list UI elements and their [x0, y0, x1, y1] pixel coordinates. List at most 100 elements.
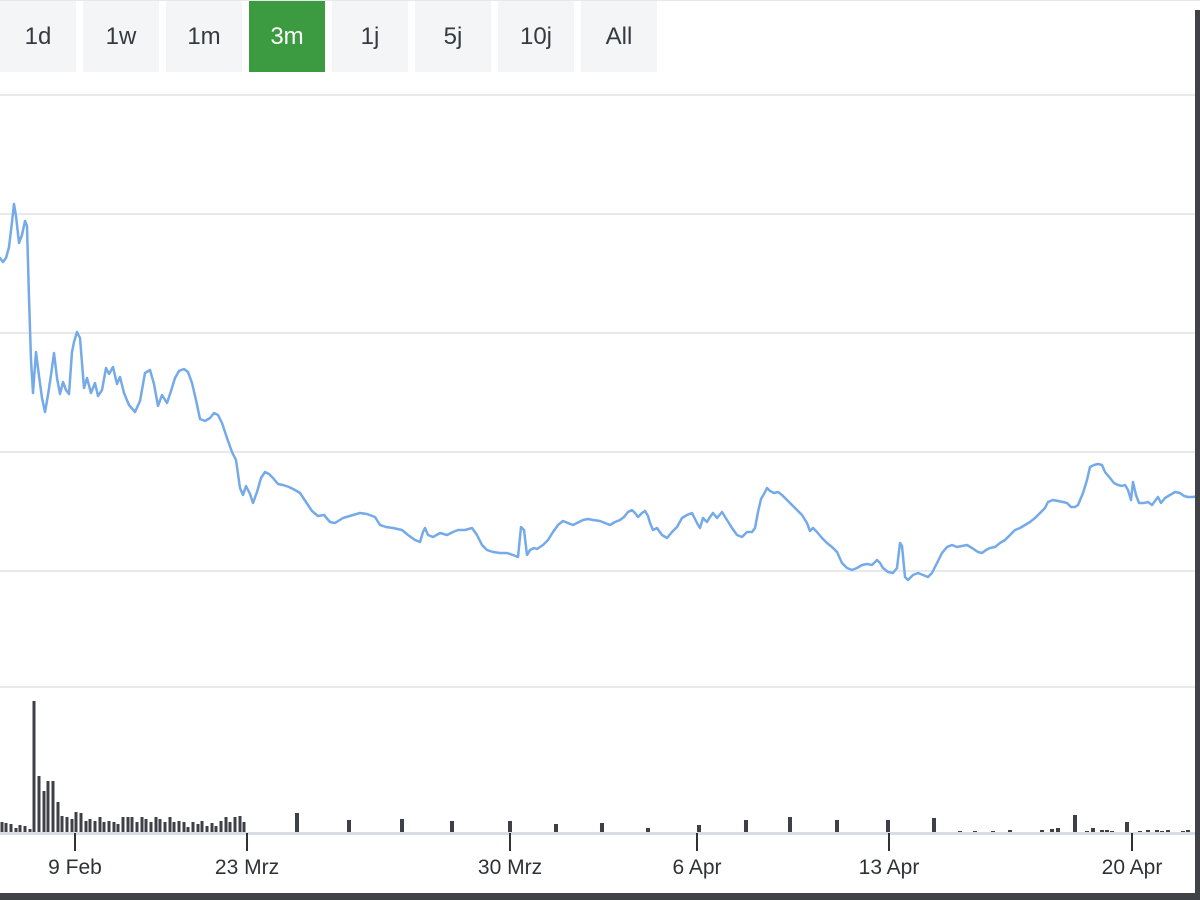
- volume-bar: [28, 829, 32, 833]
- volume-bar: [1008, 830, 1012, 833]
- x-axis-label: 20 Apr: [1102, 856, 1163, 879]
- volume-bar: [450, 821, 454, 833]
- range-button-3m[interactable]: 3m: [249, 1, 325, 72]
- volume-bar: [744, 820, 748, 833]
- volume-bar: [172, 822, 176, 833]
- volume-bar: [98, 817, 102, 833]
- volume-bar: [219, 821, 223, 833]
- volume-bar: [224, 817, 228, 833]
- volume-bar: [158, 819, 162, 833]
- volume-bar: [79, 813, 83, 833]
- volume-bar: [196, 824, 200, 833]
- volume-bar: [154, 817, 158, 833]
- x-axis-label: 6 Apr: [672, 856, 721, 879]
- volume-bar: [177, 821, 181, 833]
- volume-bar: [93, 821, 97, 833]
- volume-bar: [214, 826, 218, 833]
- volume-bar: [42, 791, 46, 833]
- volume-bar: [4, 823, 8, 833]
- volume-bar: [18, 825, 22, 833]
- volume-bar: [74, 812, 78, 833]
- volume-bar: [37, 776, 41, 833]
- top-hairline: [0, 0, 1200, 1]
- x-axis-tick: [1131, 833, 1133, 851]
- volume-bar: [186, 827, 190, 833]
- volume-bar: [1125, 822, 1129, 833]
- x-axis-tick: [888, 833, 890, 851]
- volume-bar: [140, 817, 144, 833]
- volume-bar: [646, 828, 650, 833]
- volume-bar: [205, 826, 209, 833]
- volume-bar: [1166, 830, 1170, 833]
- volume-bar: [210, 823, 214, 833]
- volume-bar: [182, 822, 186, 833]
- volume-bar: [295, 813, 299, 833]
- range-button-1w[interactable]: 1w: [83, 1, 159, 72]
- volume-bar: [65, 817, 69, 833]
- volume-bar: [112, 822, 116, 833]
- range-button-10j[interactable]: 10j: [498, 1, 574, 72]
- volume-bar: [163, 822, 167, 833]
- x-axis-label: 30 Mrz: [478, 856, 542, 879]
- volume-bar: [554, 824, 558, 833]
- range-button-5j[interactable]: 5j: [415, 1, 491, 72]
- volume-bar: [1056, 828, 1060, 833]
- x-axis-tick: [696, 833, 698, 851]
- volume-bar: [121, 817, 125, 833]
- volume-bar: [835, 820, 839, 833]
- volume-bar: [88, 819, 92, 833]
- x-axis-tick: [246, 833, 248, 851]
- volume-bar: [1050, 829, 1054, 833]
- volume-bar: [130, 817, 134, 833]
- volume-bar: [1155, 830, 1159, 833]
- range-button-All[interactable]: All: [581, 1, 657, 72]
- volume-bar: [116, 824, 120, 833]
- range-button-1d[interactable]: 1d: [0, 1, 76, 72]
- volume-bar: [70, 819, 74, 833]
- volume-bar: [168, 817, 172, 833]
- x-axis-label: 9 Feb: [48, 856, 102, 879]
- volume-bar: [200, 821, 204, 833]
- price-line: [0, 202, 1200, 582]
- volume-bar: [1073, 815, 1077, 833]
- volume-bar: [932, 818, 936, 833]
- volume-bar: [32, 701, 36, 833]
- x-axis-label: 13 Apr: [859, 856, 920, 879]
- volume-bar: [1186, 830, 1190, 833]
- volume-bar: [600, 823, 604, 833]
- volume-bar: [347, 820, 351, 833]
- x-axis-tick: [509, 833, 511, 851]
- volume-bar: [697, 825, 701, 833]
- volume-bar: [144, 819, 148, 833]
- x-axis-tick: [74, 833, 76, 851]
- volume-bar: [126, 817, 130, 833]
- volume-bar: [886, 820, 890, 833]
- volume-bar: [191, 822, 195, 833]
- volume-bar: [1100, 830, 1104, 833]
- volume-bar: [102, 822, 106, 833]
- volume-bar: [233, 817, 237, 833]
- volume-bar: [238, 816, 242, 833]
- right-border: [1195, 10, 1200, 900]
- volume-bar: [46, 781, 50, 833]
- bottom-border: [0, 893, 1200, 900]
- range-button-1j[interactable]: 1j: [332, 1, 408, 72]
- volume-bar: [1146, 830, 1150, 833]
- volume-bar: [149, 822, 153, 833]
- volume-bar: [107, 821, 111, 833]
- volume-bar: [1040, 830, 1044, 833]
- volume-bar: [14, 828, 18, 833]
- range-button-1m[interactable]: 1m: [166, 1, 242, 72]
- volume-bar: [135, 822, 139, 833]
- volume-bar: [60, 816, 64, 833]
- x-axis-label: 23 Mrz: [215, 856, 279, 879]
- volume-bar: [400, 819, 404, 833]
- volume-bar: [23, 826, 27, 833]
- volume-bar: [242, 822, 246, 833]
- volume-bar: [508, 821, 512, 833]
- x-axis-baseline: [0, 832, 1195, 835]
- volume-bar: [0, 822, 4, 833]
- volume-bar: [1091, 828, 1095, 833]
- volume-bar: [51, 781, 55, 833]
